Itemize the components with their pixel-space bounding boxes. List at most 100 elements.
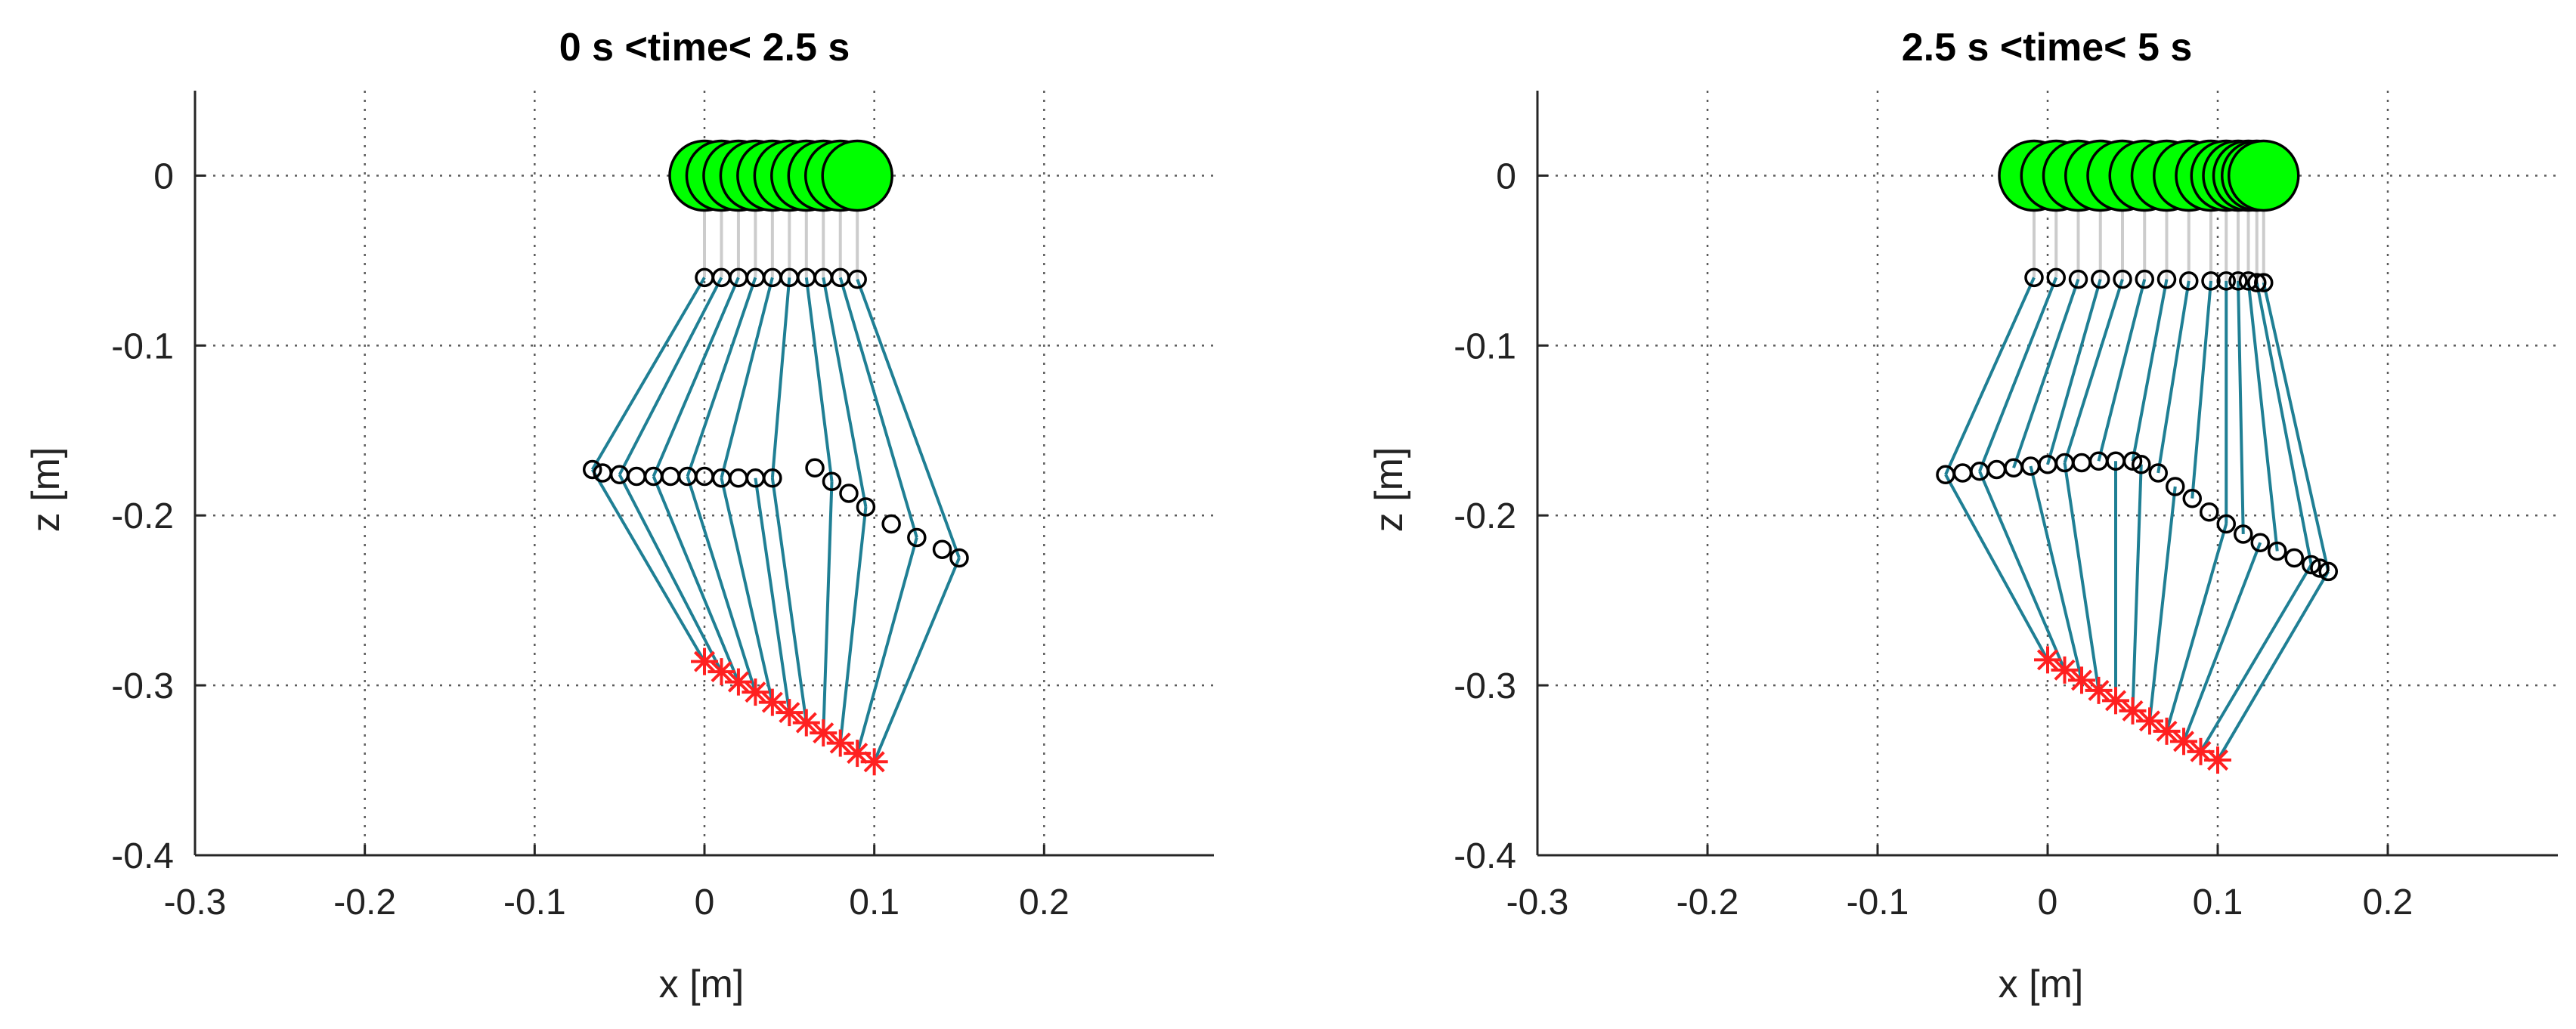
shank-link [2156, 280, 2191, 474]
y-tick-label: 0 [153, 156, 174, 196]
shank-link [770, 277, 791, 478]
ankle-marker [822, 471, 842, 491]
shank-link [618, 277, 723, 476]
knee-marker [2046, 267, 2066, 288]
x-axis-label: x [m] [1999, 963, 2084, 1006]
shank-link [2046, 279, 2102, 465]
knee-marker [2091, 269, 2110, 289]
foot-link [770, 477, 808, 723]
x-axis-label: x [m] [659, 963, 745, 1006]
ankle-marker [2132, 455, 2151, 474]
shank-link [652, 277, 740, 477]
y-tick-label: -0.2 [111, 496, 174, 536]
y-tick-label: -0.3 [111, 666, 174, 706]
foot-link [822, 481, 834, 734]
toe-marker [724, 668, 752, 696]
ankle-marker [949, 548, 969, 568]
toe-marker [2034, 646, 2061, 674]
foot-link [2182, 542, 2262, 743]
foot-link [2199, 564, 2313, 752]
x-tick-label: -0.3 [164, 882, 227, 922]
chart-panel-left: 0 s <time< 2.5 s -0.3 -0.2 -0.1 0 0.1 0.20-0.… [24, 26, 1214, 1006]
knee-marker [2156, 269, 2177, 289]
ankle-marker [2302, 555, 2321, 575]
toe-marker [2153, 717, 2181, 745]
ankle-marker [582, 459, 602, 480]
knee-marker [2216, 271, 2236, 291]
ankle-marker [2284, 548, 2304, 568]
foot-link [2063, 462, 2101, 691]
knee-marker [2254, 273, 2274, 292]
panel-title: 0 s <time< 2.5 s [559, 26, 850, 70]
foot-link [872, 557, 961, 763]
x-tick-label: -0.2 [333, 882, 396, 922]
y-tick-label: 0 [1496, 156, 1516, 196]
ankle-marker [2268, 541, 2287, 561]
y-tick-label: -0.1 [1454, 326, 1516, 366]
foot-link [1944, 474, 2049, 661]
shank-link [804, 277, 834, 482]
x-tick-label: -0.2 [1677, 882, 1739, 922]
ankle-marker [2122, 451, 2143, 471]
toe-marker [2204, 746, 2231, 774]
ankle-marker [2310, 558, 2330, 578]
knee-marker [2113, 269, 2132, 289]
ticks-layer: -0.3 -0.2 -0.1 0 0.1 0.2 0 -0.1 -0.2 -0.3 -0.4 [1454, 156, 2413, 922]
toe-marker [776, 699, 803, 727]
ankle-marker [763, 468, 782, 488]
x-tick-label: 0.2 [1019, 882, 1070, 922]
ankle-marker [2216, 514, 2236, 534]
shank-link [2262, 282, 2330, 572]
knee-marker [2024, 267, 2044, 288]
ankle-marker [2166, 477, 2185, 496]
y-tick-label: -0.4 [1454, 836, 1516, 876]
shank-link [2246, 280, 2279, 552]
toe-marker [792, 709, 820, 737]
toe-marker [742, 678, 769, 706]
shank-link [2191, 280, 2212, 499]
toe-marker [2170, 728, 2197, 756]
shank-link [2255, 282, 2313, 565]
hip-marker [2228, 139, 2300, 212]
markers-layer [582, 139, 969, 776]
x-tick-label: 0.2 [2363, 882, 2413, 922]
markers-layer [1936, 139, 2338, 774]
x-tick-label: 0.1 [2193, 882, 2243, 922]
foot-link [618, 474, 723, 673]
ankle-marker [839, 484, 859, 503]
toe-marker [707, 658, 735, 686]
x-tick-label: -0.3 [1506, 882, 1569, 922]
shank-link [2063, 279, 2124, 464]
knee-marker [2228, 271, 2248, 291]
foot-link [652, 475, 740, 683]
foot-link [2165, 523, 2228, 732]
shank-link [686, 277, 757, 477]
toe-marker [2085, 676, 2113, 704]
shank-link [822, 277, 868, 508]
y-tick-label: -0.1 [111, 326, 174, 366]
toe-marker [826, 729, 854, 757]
links-layer [590, 175, 961, 763]
ticks-layer: -0.3 -0.2 -0.1 0 0.1 0.2 0 -0.1 -0.2 -0.3 -0.4 [111, 156, 1069, 922]
foot-link [838, 506, 868, 743]
ankle-marker [2234, 524, 2253, 544]
chart-panel-right: 2.5 s <time< 5 s -0.3 -0.2 -0.1 0 0.1 0.20-0.… [1367, 26, 2558, 1006]
shank-link [590, 277, 706, 471]
ankle-marker [932, 539, 952, 559]
y-tick-label: -0.2 [1454, 496, 1516, 536]
ankle-marker [881, 514, 901, 534]
ankle-marker [2200, 502, 2219, 522]
y-tick-label: -0.4 [111, 836, 174, 876]
toe-marker [758, 688, 786, 716]
shank-link [1978, 277, 2058, 472]
x-tick-label: 0 [2038, 882, 2058, 922]
knee-marker [2247, 273, 2267, 292]
foot-link [590, 468, 706, 663]
toe-marker [844, 740, 872, 768]
foot-link [754, 477, 791, 713]
knee-marker [2135, 269, 2154, 289]
shank-link [2012, 278, 2080, 468]
foot-link [2029, 465, 2083, 681]
y-axis-label: z [m] [1367, 447, 1411, 533]
hip-marker [821, 139, 893, 212]
